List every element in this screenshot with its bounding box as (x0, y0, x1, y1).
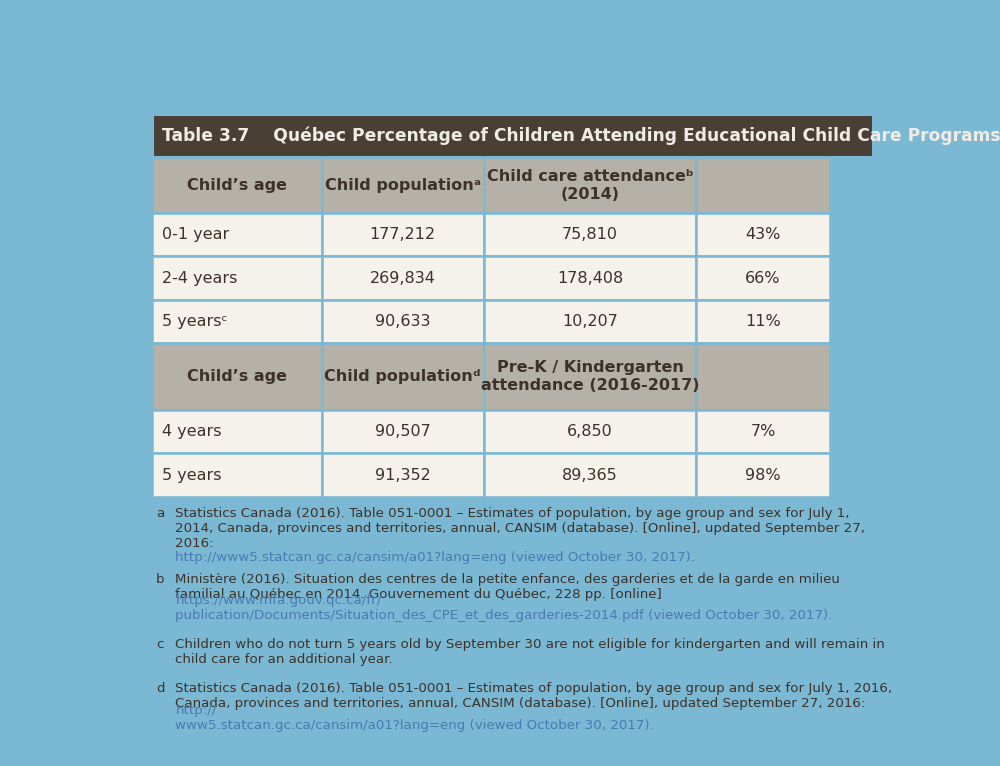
Text: 90,507: 90,507 (375, 424, 430, 440)
Bar (152, 114, 873, 157)
Bar (696, 453, 830, 496)
Bar (484, 257, 696, 300)
Text: 75,810: 75,810 (562, 228, 618, 243)
Text: 6,850: 6,850 (567, 424, 613, 440)
Text: 7%: 7% (750, 424, 776, 440)
Bar (696, 342, 830, 411)
Bar (322, 300, 484, 342)
Text: a: a (156, 507, 164, 520)
Text: Pre-K / Kindergarten
attendance (2016-2017): Pre-K / Kindergarten attendance (2016-20… (481, 360, 699, 393)
Text: Statistics Canada (2016). Table 051-0001 – Estimates of population, by age group: Statistics Canada (2016). Table 051-0001… (175, 507, 865, 550)
Text: Statistics Canada (2016). Table 051-0001 – Estimates of population, by age group: Statistics Canada (2016). Table 051-0001… (175, 682, 893, 710)
Text: 177,212: 177,212 (370, 228, 436, 243)
Bar (322, 214, 484, 257)
Text: 11%: 11% (745, 313, 781, 329)
Text: 43%: 43% (745, 228, 781, 243)
Bar (152, 157, 322, 214)
Text: 2-4 years: 2-4 years (162, 270, 238, 286)
Text: 90,633: 90,633 (375, 313, 430, 329)
Bar (484, 411, 696, 453)
Text: Child populationᵃ: Child populationᵃ (325, 178, 481, 193)
Bar (696, 157, 830, 214)
Bar (152, 342, 322, 411)
Text: 269,834: 269,834 (370, 270, 436, 286)
Text: d: d (156, 682, 164, 695)
Bar (322, 257, 484, 300)
Text: https://www.mfa.gouv.qc.ca/fr/
publication/Documents/Situation_des_CPE_et_des_ga: https://www.mfa.gouv.qc.ca/fr/ publicati… (175, 594, 833, 623)
Bar (696, 214, 830, 257)
Bar (152, 453, 322, 496)
Bar (484, 214, 696, 257)
Text: 5 yearsᶜ: 5 yearsᶜ (162, 313, 228, 329)
Bar (696, 257, 830, 300)
Text: Child’s age: Child’s age (187, 369, 287, 384)
Text: 0-1 year: 0-1 year (162, 228, 229, 243)
Bar (484, 300, 696, 342)
Text: 5 years: 5 years (162, 467, 222, 483)
Bar (484, 157, 696, 214)
Text: 91,352: 91,352 (375, 467, 430, 483)
Bar (152, 300, 322, 342)
Text: c: c (156, 638, 163, 651)
Text: http://
www5.statcan.gc.ca/cansim/a01?lang=eng (viewed October 30, 2017).: http:// www5.statcan.gc.ca/cansim/a01?la… (175, 703, 654, 732)
Text: 10,207: 10,207 (562, 313, 618, 329)
Text: Child care attendanceᵇ
(2014): Child care attendanceᵇ (2014) (487, 169, 693, 201)
Text: Child populationᵈ: Child populationᵈ (324, 369, 481, 384)
Text: 98%: 98% (745, 467, 781, 483)
Bar (152, 257, 322, 300)
Text: Children who do not turn 5 years old by September 30 are not eligible for kinder: Children who do not turn 5 years old by … (175, 638, 885, 666)
Bar (484, 453, 696, 496)
Bar (152, 214, 322, 257)
Bar (322, 342, 484, 411)
Bar (696, 411, 830, 453)
Bar (484, 342, 696, 411)
Text: 178,408: 178,408 (557, 270, 623, 286)
Text: Child’s age: Child’s age (187, 178, 287, 193)
Bar (322, 157, 484, 214)
Bar (696, 300, 830, 342)
Text: Table 3.7    Québec Percentage of Children Attending Educational Child Care Prog: Table 3.7 Québec Percentage of Children … (162, 126, 1000, 145)
Text: 4 years: 4 years (162, 424, 222, 440)
Text: Ministère (2016). Situation des centres de la petite enfance, des garderies et d: Ministère (2016). Situation des centres … (175, 573, 840, 601)
Text: 66%: 66% (745, 270, 781, 286)
Bar (322, 453, 484, 496)
Text: http://www5.statcan.gc.ca/cansim/a01?lang=eng (viewed October 30, 2017).: http://www5.statcan.gc.ca/cansim/a01?lan… (175, 551, 695, 564)
Bar (322, 411, 484, 453)
Bar (152, 411, 322, 453)
Text: 89,365: 89,365 (562, 467, 618, 483)
Text: b: b (156, 573, 164, 586)
